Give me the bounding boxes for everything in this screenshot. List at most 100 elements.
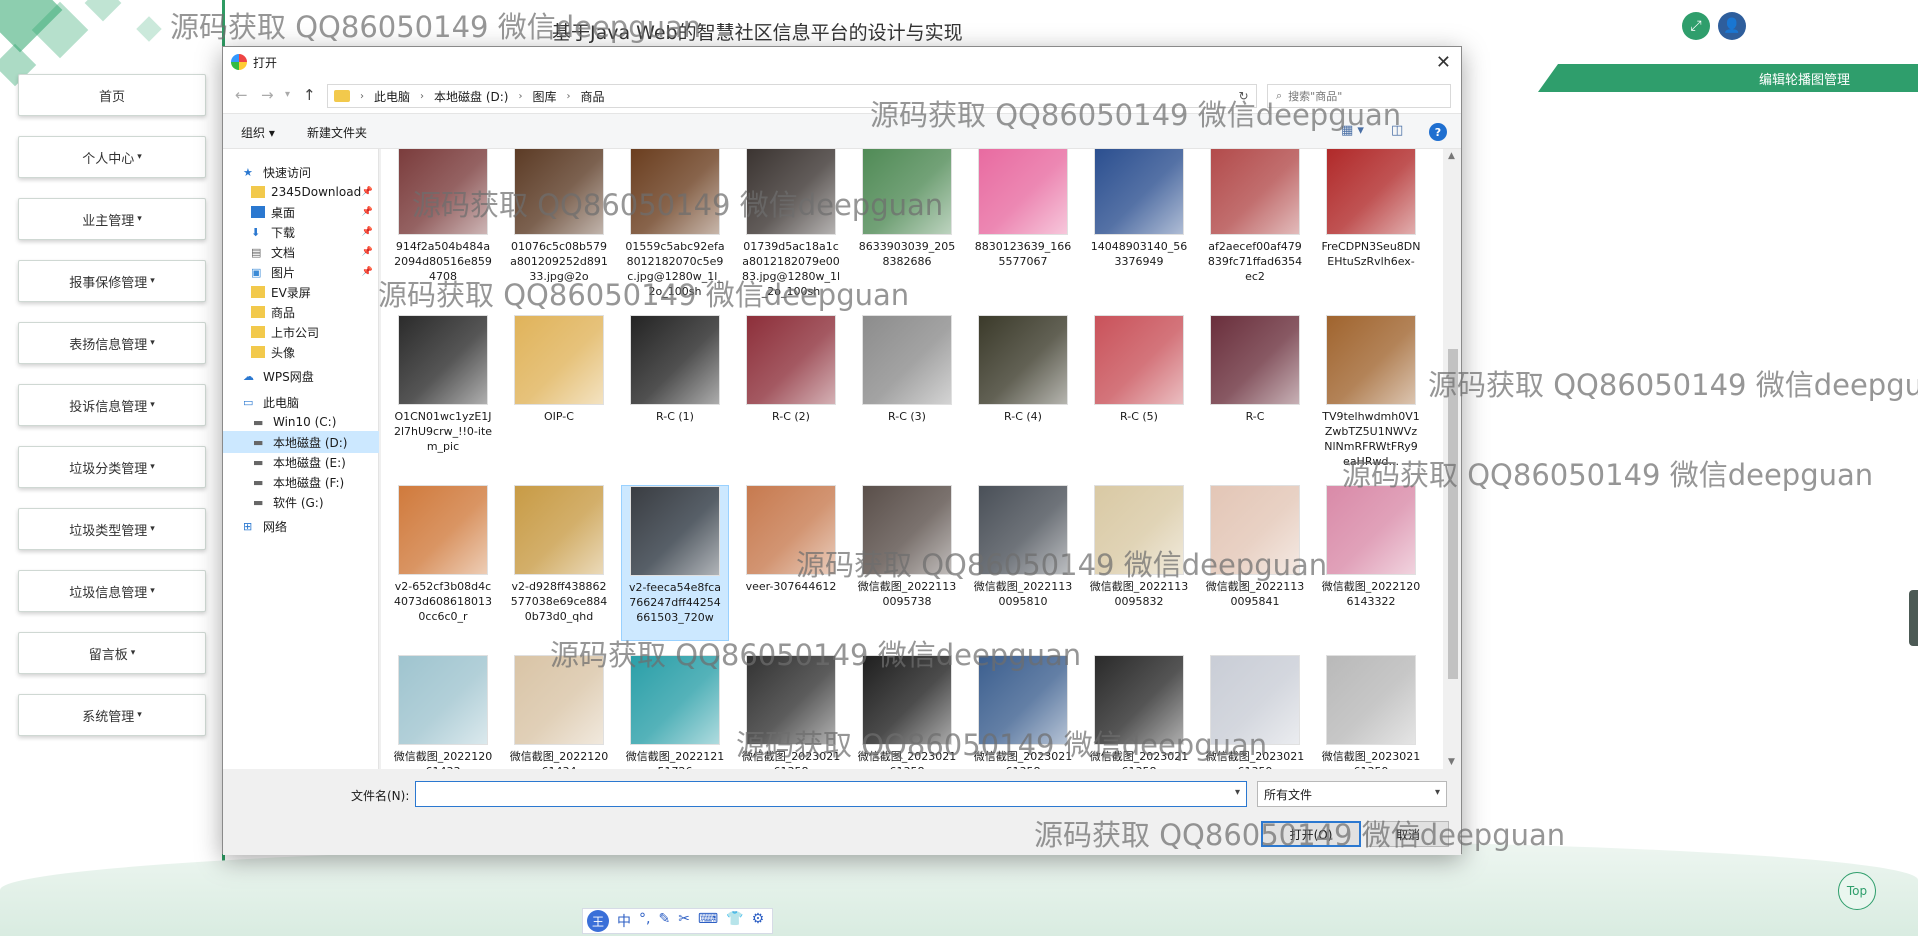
file-item[interactable]: OIP-C [505,315,613,469]
breadcrumb-this-pc[interactable]: 此电脑 [374,89,411,104]
refresh-icon[interactable]: ↻ [1231,84,1257,108]
file-item[interactable]: 01739d5ac18a1ca8012182079e0083.jpg@1280w… [737,149,845,299]
ime-tool-icon[interactable]: ⚙ [751,911,765,927]
edge-scroll-handle[interactable] [1909,590,1918,646]
sidebar-item[interactable]: 个人中心 ▾ [18,136,206,178]
user-avatar-icon[interactable]: 👤 [1718,12,1746,40]
file-item[interactable]: v2-feeca54e8fca766247dff44254661503_720w [621,485,729,641]
file-item[interactable]: R-C (4) [969,315,1077,469]
nav-item[interactable]: ▬ 本地磁盘 (D:) [223,431,379,453]
sidebar-item[interactable]: 表扬信息管理 ▾ [18,322,206,364]
sidebar-item[interactable]: 首页 [18,74,206,116]
file-item[interactable]: 微信截图_202302161358 [969,655,1077,769]
sidebar-item[interactable]: 垃圾类型管理 ▾ [18,508,206,550]
file-item[interactable]: 微信截图_202302161359 [1317,655,1425,769]
vertical-scrollbar[interactable]: ▲ ▼ [1445,149,1461,769]
file-item[interactable]: 01559c5abc92efa8012182070c5e9c.jpg@1280w… [621,149,729,299]
file-item[interactable]: TV9telhwdmh0V1ZwbTZ5U1NWVzNlNmRFRWtFRy9e… [1317,315,1425,469]
file-item[interactable]: R-C (3) [853,315,961,469]
file-item[interactable]: 微信截图_20221130095841 [1201,485,1309,639]
nav-item[interactable]: ▤ 文档 📌 [223,241,379,263]
file-item[interactable]: v2-d928ff438862577038e69ce8840b73d0_qhd [505,485,613,639]
nav-item[interactable]: 上市公司 [223,321,379,343]
file-item[interactable]: 914f2a504b484a2094d80516e8594708 [389,149,497,299]
file-item[interactable]: 微信截图_202302161358 [853,655,961,769]
fullscreen-icon[interactable]: ⤢ [1682,12,1710,40]
view-options-icon[interactable]: ▦ ▾ [1341,123,1364,138]
sidebar-item[interactable]: 垃圾分类管理 ▾ [18,446,206,488]
file-item[interactable]: 01076c5c08b579a801209252d89133.jpg@2o [505,149,613,299]
scroll-down-icon[interactable]: ▼ [1448,757,1455,767]
file-item[interactable]: 微信截图_202302161358 [1085,655,1193,769]
ime-tool-icon[interactable]: ✂ [678,911,690,927]
breadcrumb-products[interactable]: 商品 [580,89,605,104]
file-item[interactable]: 8830123639_1665577067 [969,149,1077,299]
sidebar-item[interactable]: 系统管理 ▾ [18,694,206,736]
file-item[interactable]: af2aecef00af479839fc71ffad6354ec2 [1201,149,1309,299]
file-item[interactable]: veer-307644612 [737,485,845,639]
nav-item[interactable]: ★ 快速访问 [223,161,379,183]
nav-item[interactable]: ⬇ 下载 📌 [223,221,379,243]
nav-item[interactable]: ☁ WPS网盘 [223,365,379,387]
history-chevron-icon[interactable]: ▾ [285,89,291,100]
sidebar-item[interactable]: 业主管理 ▾ [18,198,206,240]
ime-tool-icon[interactable]: ✎ [658,911,671,927]
close-icon[interactable]: ✕ [1435,52,1451,73]
nav-item[interactable]: ▬ Win10 (C:) [223,411,379,433]
nav-item[interactable]: ⊞ 网络 [223,515,379,537]
scroll-up-icon[interactable]: ▲ [1448,151,1455,161]
ime-tool-icon[interactable]: ⌨ [697,911,719,927]
search-input[interactable]: ⌕ 搜索"商品" [1267,84,1451,108]
file-item[interactable]: 14048903140_563376949 [1085,149,1193,299]
file-item[interactable]: 微信截图_20221130095810 [969,485,1077,639]
file-item[interactable]: R-C (1) [621,315,729,469]
preview-pane-icon[interactable]: ◫ [1391,123,1404,138]
nav-item[interactable]: ▣ 图片 📌 [223,261,379,283]
sidebar-item[interactable]: 报事保修管理 ▾ [18,260,206,302]
file-item[interactable]: 微信截图_202302161359 [1201,655,1309,769]
address-bar[interactable]: › 此电脑 › 本地磁盘 (D:) › 图库 › 商品 [327,84,1257,108]
nav-item[interactable]: 商品 [223,301,379,323]
file-item[interactable]: v2-652cf3b08d4c4073d6086180130cc6c0_r [389,485,497,639]
file-item[interactable]: 微信截图_20221130095738 [853,485,961,639]
chevron-down-icon[interactable]: ▾ [1234,787,1240,798]
nav-item[interactable]: ▬ 本地磁盘 (F:) [223,471,379,493]
scrollbar-thumb[interactable] [1448,349,1458,679]
file-item[interactable]: 微信截图_20221206143322 [1317,485,1425,639]
nav-item[interactable]: EV录屏 [223,281,379,303]
sidebar-item[interactable]: 投诉信息管理 ▾ [18,384,206,426]
back-arrow-icon[interactable]: ← [235,86,248,104]
ime-tool-icon[interactable]: °, [639,911,651,927]
breadcrumb-drive-d[interactable]: 本地磁盘 (D:) [434,89,509,104]
new-folder-button[interactable]: 新建文件夹 [307,126,368,140]
organize-button[interactable]: 组织 ▾ [241,126,275,140]
nav-item[interactable]: ▭ 此电脑 [223,391,379,413]
file-item[interactable]: R-C (2) [737,315,845,469]
file-item[interactable]: 微信截图_20221130095832 [1085,485,1193,639]
filetype-select[interactable]: 所有文件 ▾ [1257,781,1447,807]
filename-input[interactable]: ▾ [415,781,1247,807]
file-item[interactable]: 8633903039_2058382686 [853,149,961,299]
file-item[interactable]: O1CN01wc1yzE1J2l7hU9crw_!!0-item_pic [389,315,497,469]
forward-arrow-icon[interactable]: → [261,86,274,104]
nav-item[interactable]: 桌面 📌 [223,201,379,223]
sidebar-item[interactable]: 垃圾信息管理 ▾ [18,570,206,612]
cancel-button[interactable]: 取消 [1367,821,1449,847]
back-to-top-button[interactable]: Top [1838,872,1876,910]
nav-item[interactable]: ▬ 软件 (G:) [223,491,379,513]
sidebar-item[interactable]: 留言板 ▾ [18,632,206,674]
ime-tool-icon[interactable]: 中 [617,914,631,930]
up-arrow-icon[interactable]: ↑ [303,86,316,104]
nav-item[interactable]: 2345Download 📌 [223,181,379,203]
file-item[interactable]: R-C (5) [1085,315,1193,469]
file-item[interactable]: 微信截图_202212151726 [621,655,729,769]
ime-logo-icon[interactable]: 王 [587,910,609,932]
nav-item[interactable]: ▬ 本地磁盘 (E:) [223,451,379,473]
file-item[interactable]: FreCDPN3Seu8DNEHtuSzRvlh6ex- [1317,149,1425,299]
nav-item[interactable]: 头像 [223,341,379,363]
help-icon[interactable]: ? [1429,123,1447,141]
file-item[interactable]: 微信截图_202212061433 [389,655,497,769]
file-item[interactable]: R-C [1201,315,1309,469]
open-button[interactable]: 打开(O) [1261,821,1361,847]
ime-tool-icon[interactable]: 👕 [726,911,744,927]
